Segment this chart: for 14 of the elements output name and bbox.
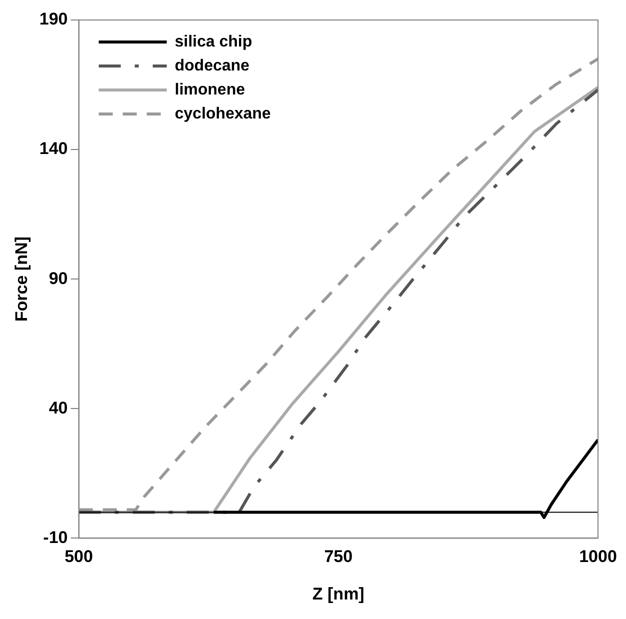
y-tick-label: 40 bbox=[48, 398, 68, 418]
x-tick-label: 500 bbox=[64, 547, 93, 566]
x-tick-label: 750 bbox=[324, 547, 353, 566]
legend-label: silica chip bbox=[174, 33, 252, 50]
y-tick-label: -10 bbox=[43, 528, 68, 547]
legend-label: dodecane bbox=[174, 57, 250, 74]
legend-label: cyclohexane bbox=[174, 105, 271, 122]
y-tick-label: 90 bbox=[48, 268, 68, 288]
y-tick-label: 190 bbox=[39, 10, 68, 29]
y-axis-title: Force [nN] bbox=[12, 236, 31, 322]
y-tick-label: 140 bbox=[39, 139, 68, 158]
x-axis-title: Z [nm] bbox=[312, 584, 364, 604]
legend-label: limonene bbox=[174, 81, 246, 98]
x-tick-label: 1000 bbox=[579, 547, 617, 566]
